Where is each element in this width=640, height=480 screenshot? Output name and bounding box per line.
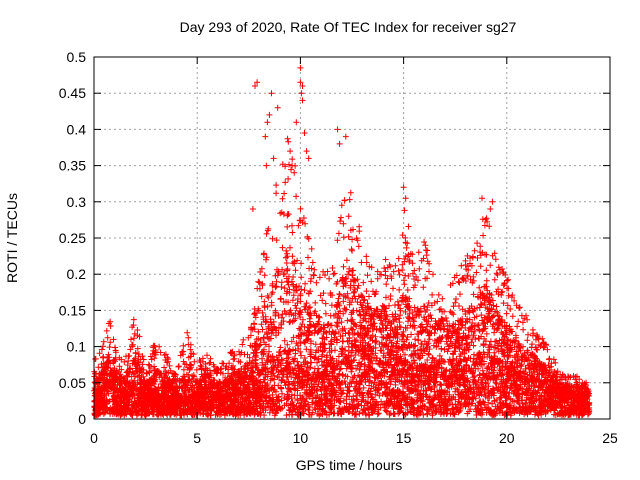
x-tick-label: 0 [90,430,98,446]
y-tick-label: 0.3 [67,194,87,210]
y-tick-label: 0.05 [59,375,86,391]
roti-markers [91,64,593,419]
x-axis-title: GPS time / hours [296,457,403,473]
x-tick-label: 5 [193,430,201,446]
y-tick-label: 0.25 [59,230,86,246]
y-tick-label: 0.5 [67,49,87,65]
x-tick-label: 15 [396,430,412,446]
y-tick-label: 0.2 [67,266,87,282]
x-tick-label: 10 [293,430,309,446]
y-tick-label: 0 [78,411,86,427]
grid-lines [94,57,610,419]
x-tick-label: 20 [499,430,515,446]
y-tick-label: 0.15 [59,302,86,318]
y-tick-label: 0.35 [59,158,86,174]
y-tick-label: 0.1 [67,339,87,355]
data-points [91,64,593,419]
y-tick-label: 0.4 [67,121,87,137]
y-tick-label: 0.45 [59,85,86,101]
y-axis-title: ROTI / TECUs [4,193,20,283]
x-tick-label: 25 [602,430,618,446]
axis-ticks: 0 0.05 0.1 0.15 0.2 0.25 0.3 0.35 0.4 0.45 0.5 0 5 10… [59,49,618,446]
chart-title: Day 293 of 2020, Rate Of TEC Index for r… [180,19,517,35]
